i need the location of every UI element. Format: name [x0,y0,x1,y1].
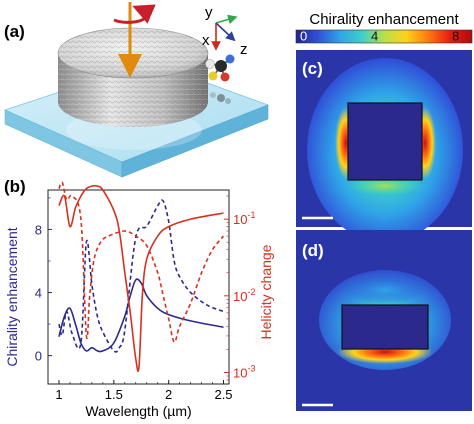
axis-z-label: z [240,41,248,58]
panel-c-label: (c) [302,59,323,78]
panel-a: (a) y x z [3,2,270,178]
axis-x-label: x [202,32,210,49]
x-tick-label: 1 [55,387,62,402]
y-right-tick-label: 10-1 [233,210,255,227]
x-tick-label: 2 [165,387,172,402]
panel-d: (d) [296,230,472,411]
series-line-left-solid [58,278,224,353]
x-tick-label: 1.5 [105,387,123,402]
y-right-tick-label: 10-3 [233,363,255,380]
y-axis-arrow [215,14,238,24]
y-left-tick-label: 4 [35,286,42,301]
panel-c: (c) [296,50,472,242]
colorbar-tick-8: 8 [452,29,459,44]
y-left-tick-label: 8 [35,222,42,237]
y-left-tick-label: 0 [35,349,42,364]
x-axis-label: Wavelength (µm) [85,403,191,419]
y-right-tick-label: 10-2 [233,287,255,304]
spectra-chart: 1 1.5 2 2.5 0 4 8 10-3 10-2 10-1 Wavelength (µm) Ch… [4,181,274,419]
series-line-right-dash [58,181,225,343]
panel-d-particle [341,304,429,350]
plot-frame [47,189,230,385]
series-line-right-solid [58,184,224,372]
axis-y-label: y [205,4,213,21]
panel-a-label: (a) [4,22,25,41]
panel-c-particle [347,102,423,181]
coordinate-axes: y x z [202,4,248,58]
colorbar: Chirality enhancement 0 4 8 [295,11,473,44]
panel-b-label: (b) [4,177,26,196]
panel-d-glow-top [345,276,425,304]
x-axis-arrow [215,22,236,42]
panel-b: (b) 1 1.5 2 2.5 0 4 8 10-3 10-2 10-1 Wavelength (µ… [4,177,274,419]
chiral-molecule-icon [205,54,235,104]
y-right-axis-label: Helicity change [258,244,274,339]
colorbar-title: Chirality enhancement [309,11,459,28]
rotation-arrow-icon [113,4,156,24]
series-line-left-dash [58,199,224,353]
nanodisk [57,27,209,127]
colorbar-tick-0: 0 [300,29,307,44]
colorbar-tick-4: 4 [371,29,378,44]
x-tick-label: 2.5 [214,387,232,402]
y-left-axis-label: Chirality enhancement [4,227,20,366]
panel-d-label: (d) [302,241,324,260]
colorbar-bar [295,29,473,44]
